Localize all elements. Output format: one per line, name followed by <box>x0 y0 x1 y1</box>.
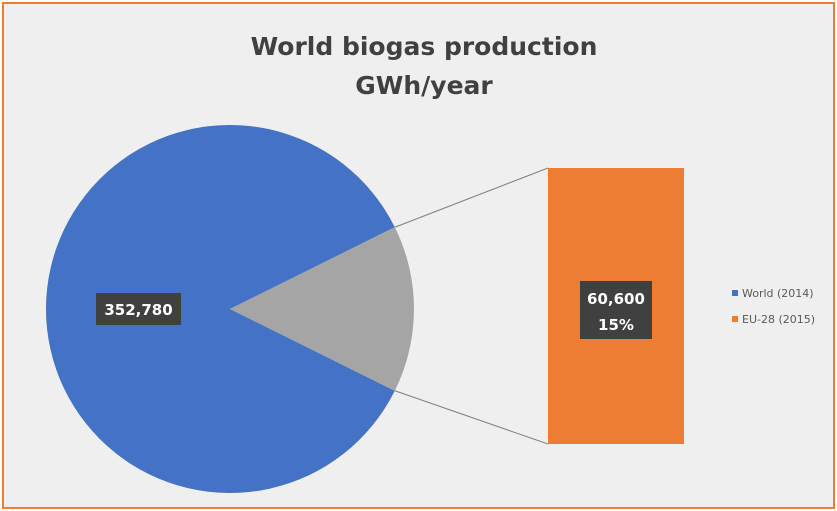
legend-swatch-world <box>732 290 738 296</box>
pie-slice-split <box>230 227 414 391</box>
legend: World (2014) EU-28 (2015) <box>732 286 815 338</box>
legend-label-world: World (2014) <box>742 286 814 300</box>
data-label-eu28-percent: 15% <box>598 316 634 334</box>
chart-plot: 352,780 60,600 15% <box>45 125 684 494</box>
legend-item-eu28: EU-28 (2015) <box>732 312 815 326</box>
pie-slice-world <box>45 125 395 494</box>
data-label-world: 352,780 <box>104 301 172 319</box>
data-label-world-box <box>96 293 181 325</box>
chart-title: World biogas production <box>250 32 598 61</box>
legend-swatch-eu28 <box>732 316 738 322</box>
data-label-eu28-box <box>580 281 652 339</box>
legend-item-world: World (2014) <box>732 286 815 300</box>
connector-line-bottom <box>394 390 549 445</box>
legend-label-eu28: EU-28 (2015) <box>742 312 816 326</box>
chart-subtitle: GWh/year <box>355 71 493 100</box>
data-label-eu28-value: 60,600 <box>587 290 645 308</box>
connector-line-top <box>394 167 549 228</box>
